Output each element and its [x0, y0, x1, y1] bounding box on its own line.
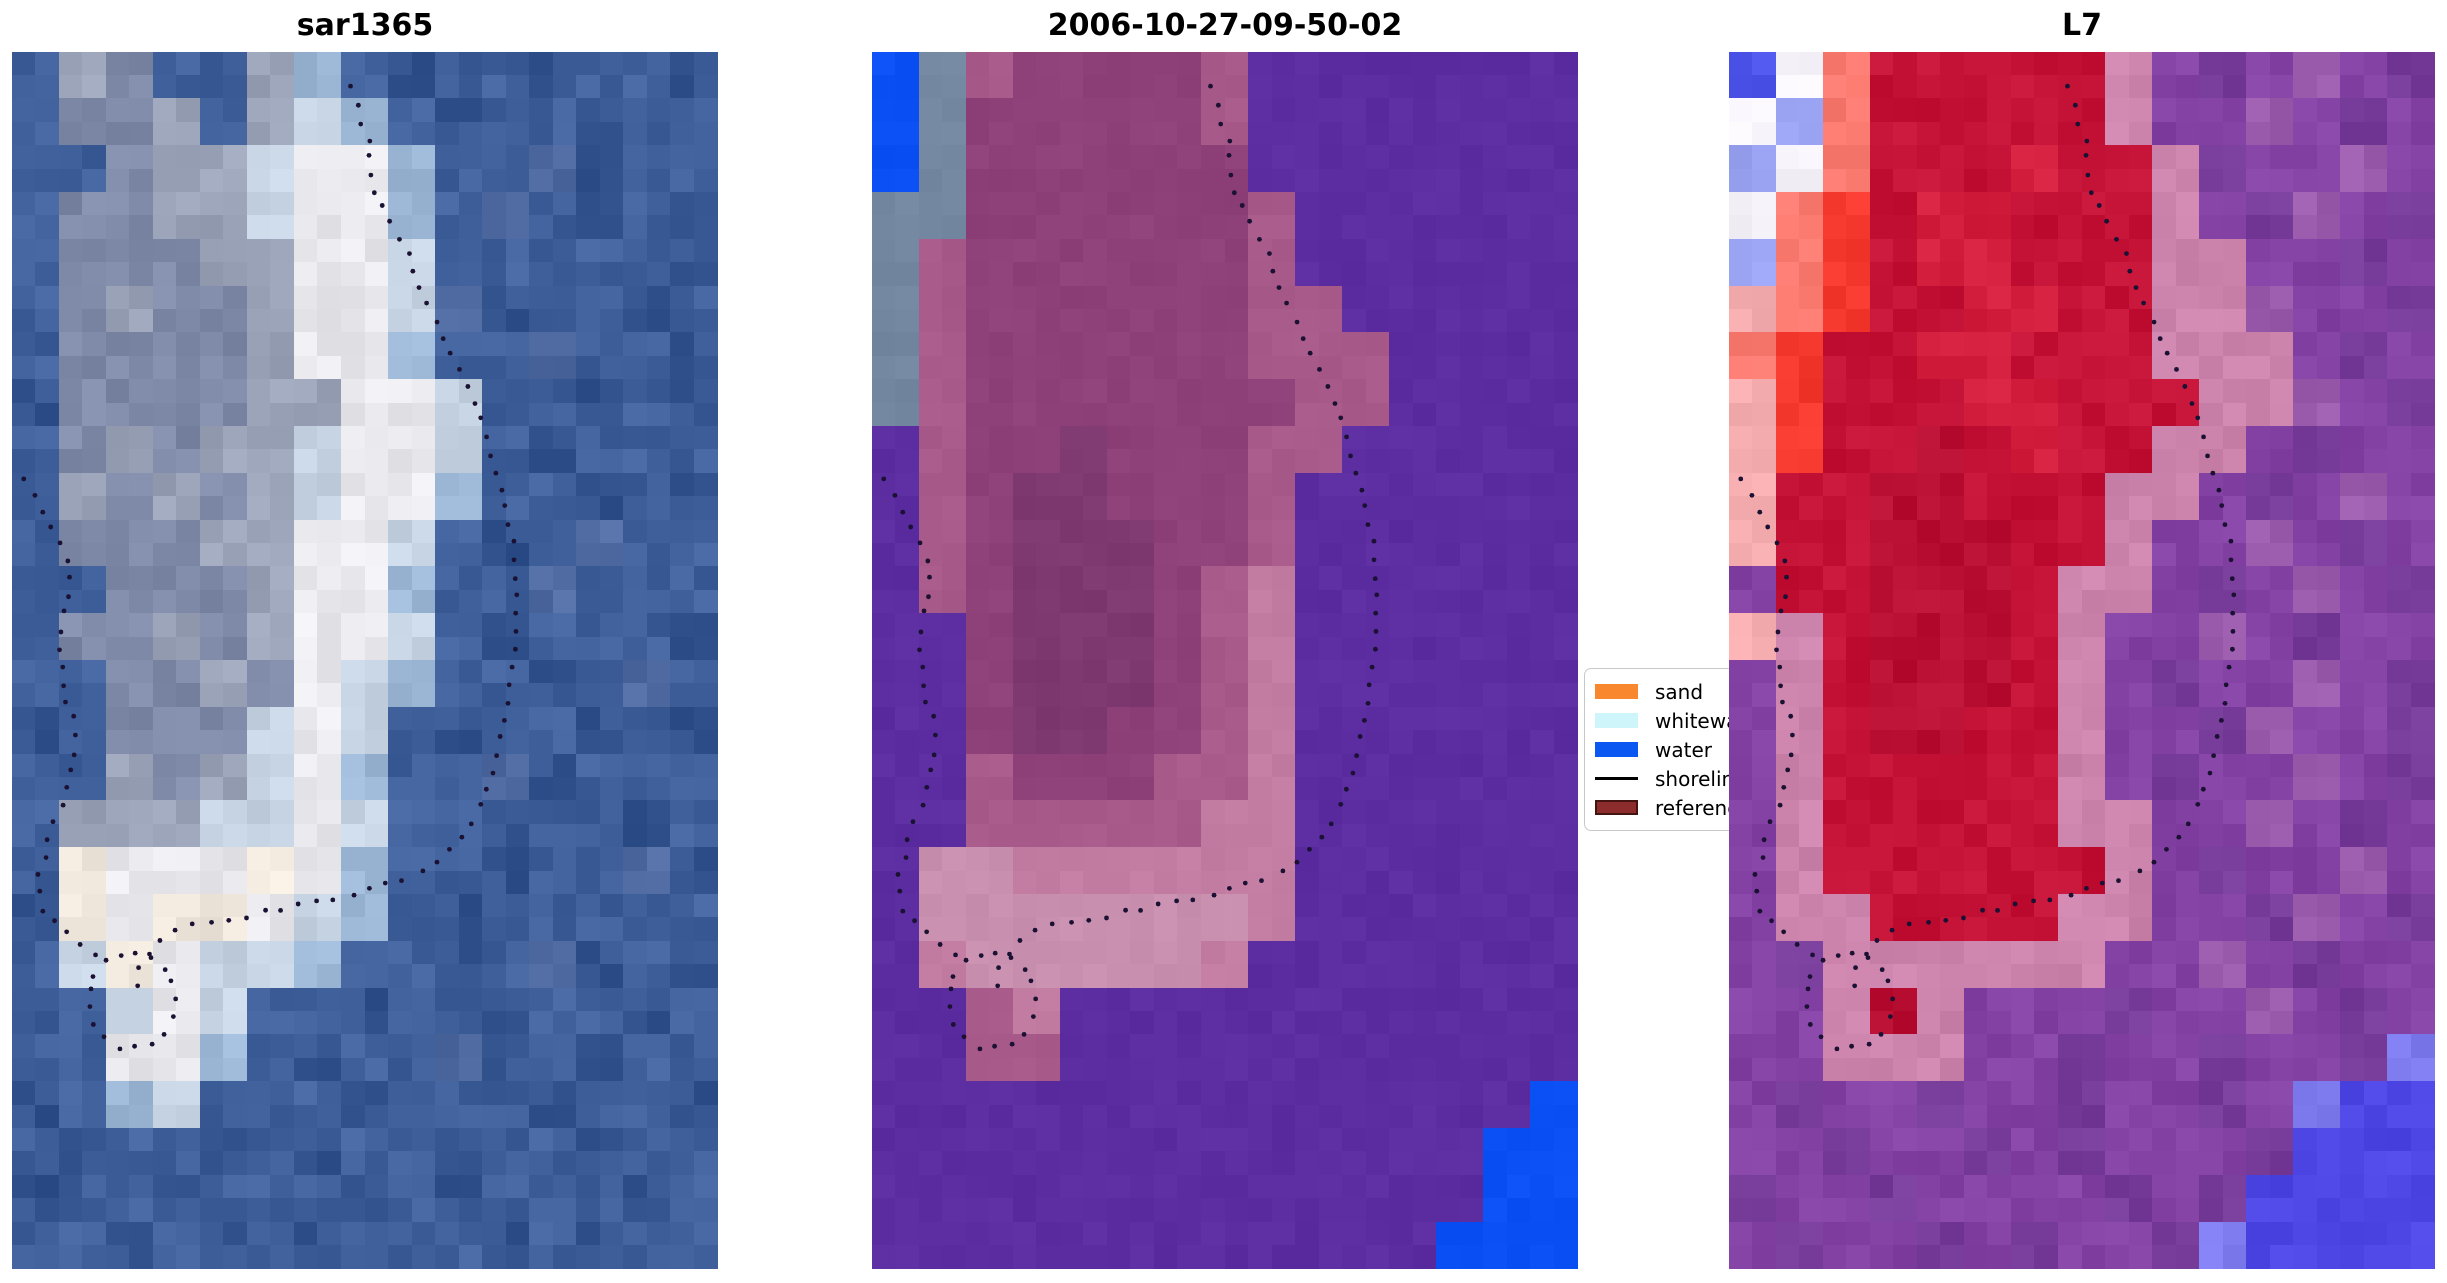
panel-image-sar1365: [12, 52, 718, 1269]
legend-swatch-whitewater: [1595, 713, 1638, 728]
legend-swatch-sand: [1595, 684, 1638, 699]
panel-title-l7: L7: [2062, 8, 2102, 43]
legend-swatch-reference: [1595, 800, 1638, 815]
panel-image-l7: [1729, 52, 2435, 1269]
legend-row-water: water: [1595, 735, 1761, 764]
legend-swatch-shoreline-line: [1595, 777, 1638, 780]
panel-title-date: 2006-10-27-09-50-02: [1047, 8, 1403, 43]
panel-image-classified: [872, 52, 1578, 1269]
legend-label-water: water: [1655, 737, 1712, 762]
panel-title-sar1365: sar1365: [296, 8, 434, 43]
legend-row-sand: sand: [1595, 677, 1761, 706]
legend-swatch-water: [1595, 742, 1638, 757]
legend-label-sand: sand: [1655, 679, 1704, 704]
